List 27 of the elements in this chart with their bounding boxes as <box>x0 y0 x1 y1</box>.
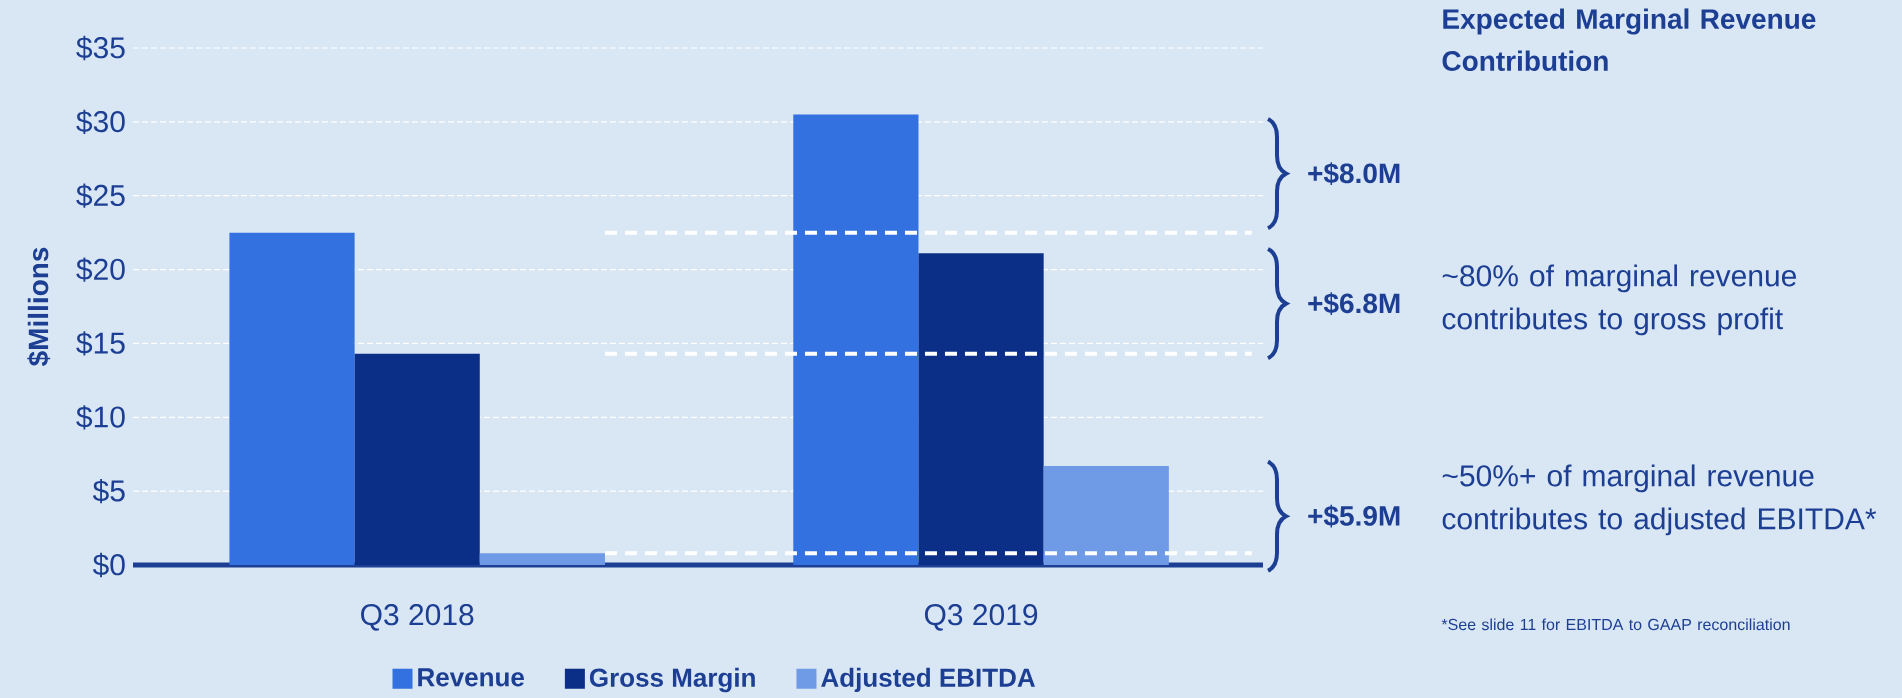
y-axis-title: $Millions <box>27 247 51 367</box>
text: *See slide 11 for EBITDA to GAAP reconciliation <box>1441 618 1790 631</box>
text: Expected Marginal Revenue Contribution <box>1442 8 1816 71</box>
legend-label: Gross Margin <box>589 667 755 693</box>
x-tick-label: Q3 2018 <box>361 604 474 631</box>
text: +$6.8M <box>1308 292 1400 316</box>
y-tick-label: $20 <box>76 257 125 282</box>
y-tick-label: $35 <box>76 35 125 61</box>
text: +$5.9M <box>1308 504 1400 528</box>
y-tick-label: $0 <box>92 552 125 578</box>
y-tick-label: $15 <box>76 331 125 356</box>
y-tick-label: $10 <box>76 405 125 430</box>
text: ~80% of marginal revenue contributes to gross profit <box>1442 264 1797 336</box>
bar <box>1043 466 1169 565</box>
bar <box>918 253 1044 565</box>
bar <box>354 353 480 565</box>
y-tick-label: $30 <box>76 109 125 134</box>
text: ~50%+ of marginal revenue contributes to adjusted EBITDA* <box>1442 464 1877 536</box>
y-tick-label: $5 <box>92 479 125 504</box>
y-tick-label: $25 <box>76 183 125 208</box>
legend-label: Revenue <box>418 668 524 687</box>
bar <box>793 114 919 565</box>
legend-label: Adjusted EBITDA <box>821 667 1035 693</box>
bar <box>229 232 355 565</box>
x-tick-label: Q3 2019 <box>924 604 1038 631</box>
text: +$8.0M <box>1308 162 1400 186</box>
bar <box>479 553 605 565</box>
